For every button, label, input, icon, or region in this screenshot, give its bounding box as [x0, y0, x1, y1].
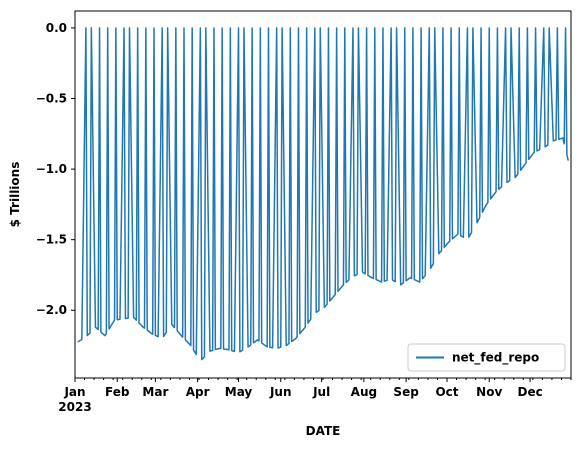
y-axis: 0.0 −0.5 −1.0 −1.5 −2.0 — [36, 21, 75, 317]
x-tick-label: Jan — [63, 385, 85, 399]
x-tick-label: Feb — [105, 385, 130, 399]
legend-box — [407, 343, 566, 372]
x-tick-label: Sep — [393, 385, 419, 399]
x-tick-label: Jul — [312, 385, 330, 399]
x-tick-label: Apr — [186, 385, 210, 399]
x-tick-label: May — [225, 385, 253, 399]
y-tick-label: −1.0 — [36, 162, 67, 176]
x-tick-label: Oct — [435, 385, 458, 399]
x-tick-label: Jun — [269, 385, 292, 399]
y-tick-label: −2.0 — [36, 303, 67, 317]
y-tick-label: 0.0 — [46, 21, 67, 35]
plot-area — [77, 27, 569, 361]
y-tick-label: −1.5 — [36, 233, 67, 247]
x-tick-label: Aug — [351, 385, 377, 399]
legend: net_fed_repo — [407, 343, 566, 372]
legend-label: net_fed_repo — [452, 351, 539, 366]
y-axis-label: $ Trillions — [8, 162, 22, 228]
x-tick-label: Mar — [142, 385, 168, 399]
x-tick-label: Nov — [476, 385, 502, 399]
x-tick-label: Dec — [518, 385, 543, 399]
x-tick-sublabel: 2023 — [58, 400, 91, 414]
x-axis-label: DATE — [306, 424, 341, 438]
series-line-net_fed_repo — [77, 27, 569, 361]
y-tick-label: −0.5 — [36, 92, 67, 106]
